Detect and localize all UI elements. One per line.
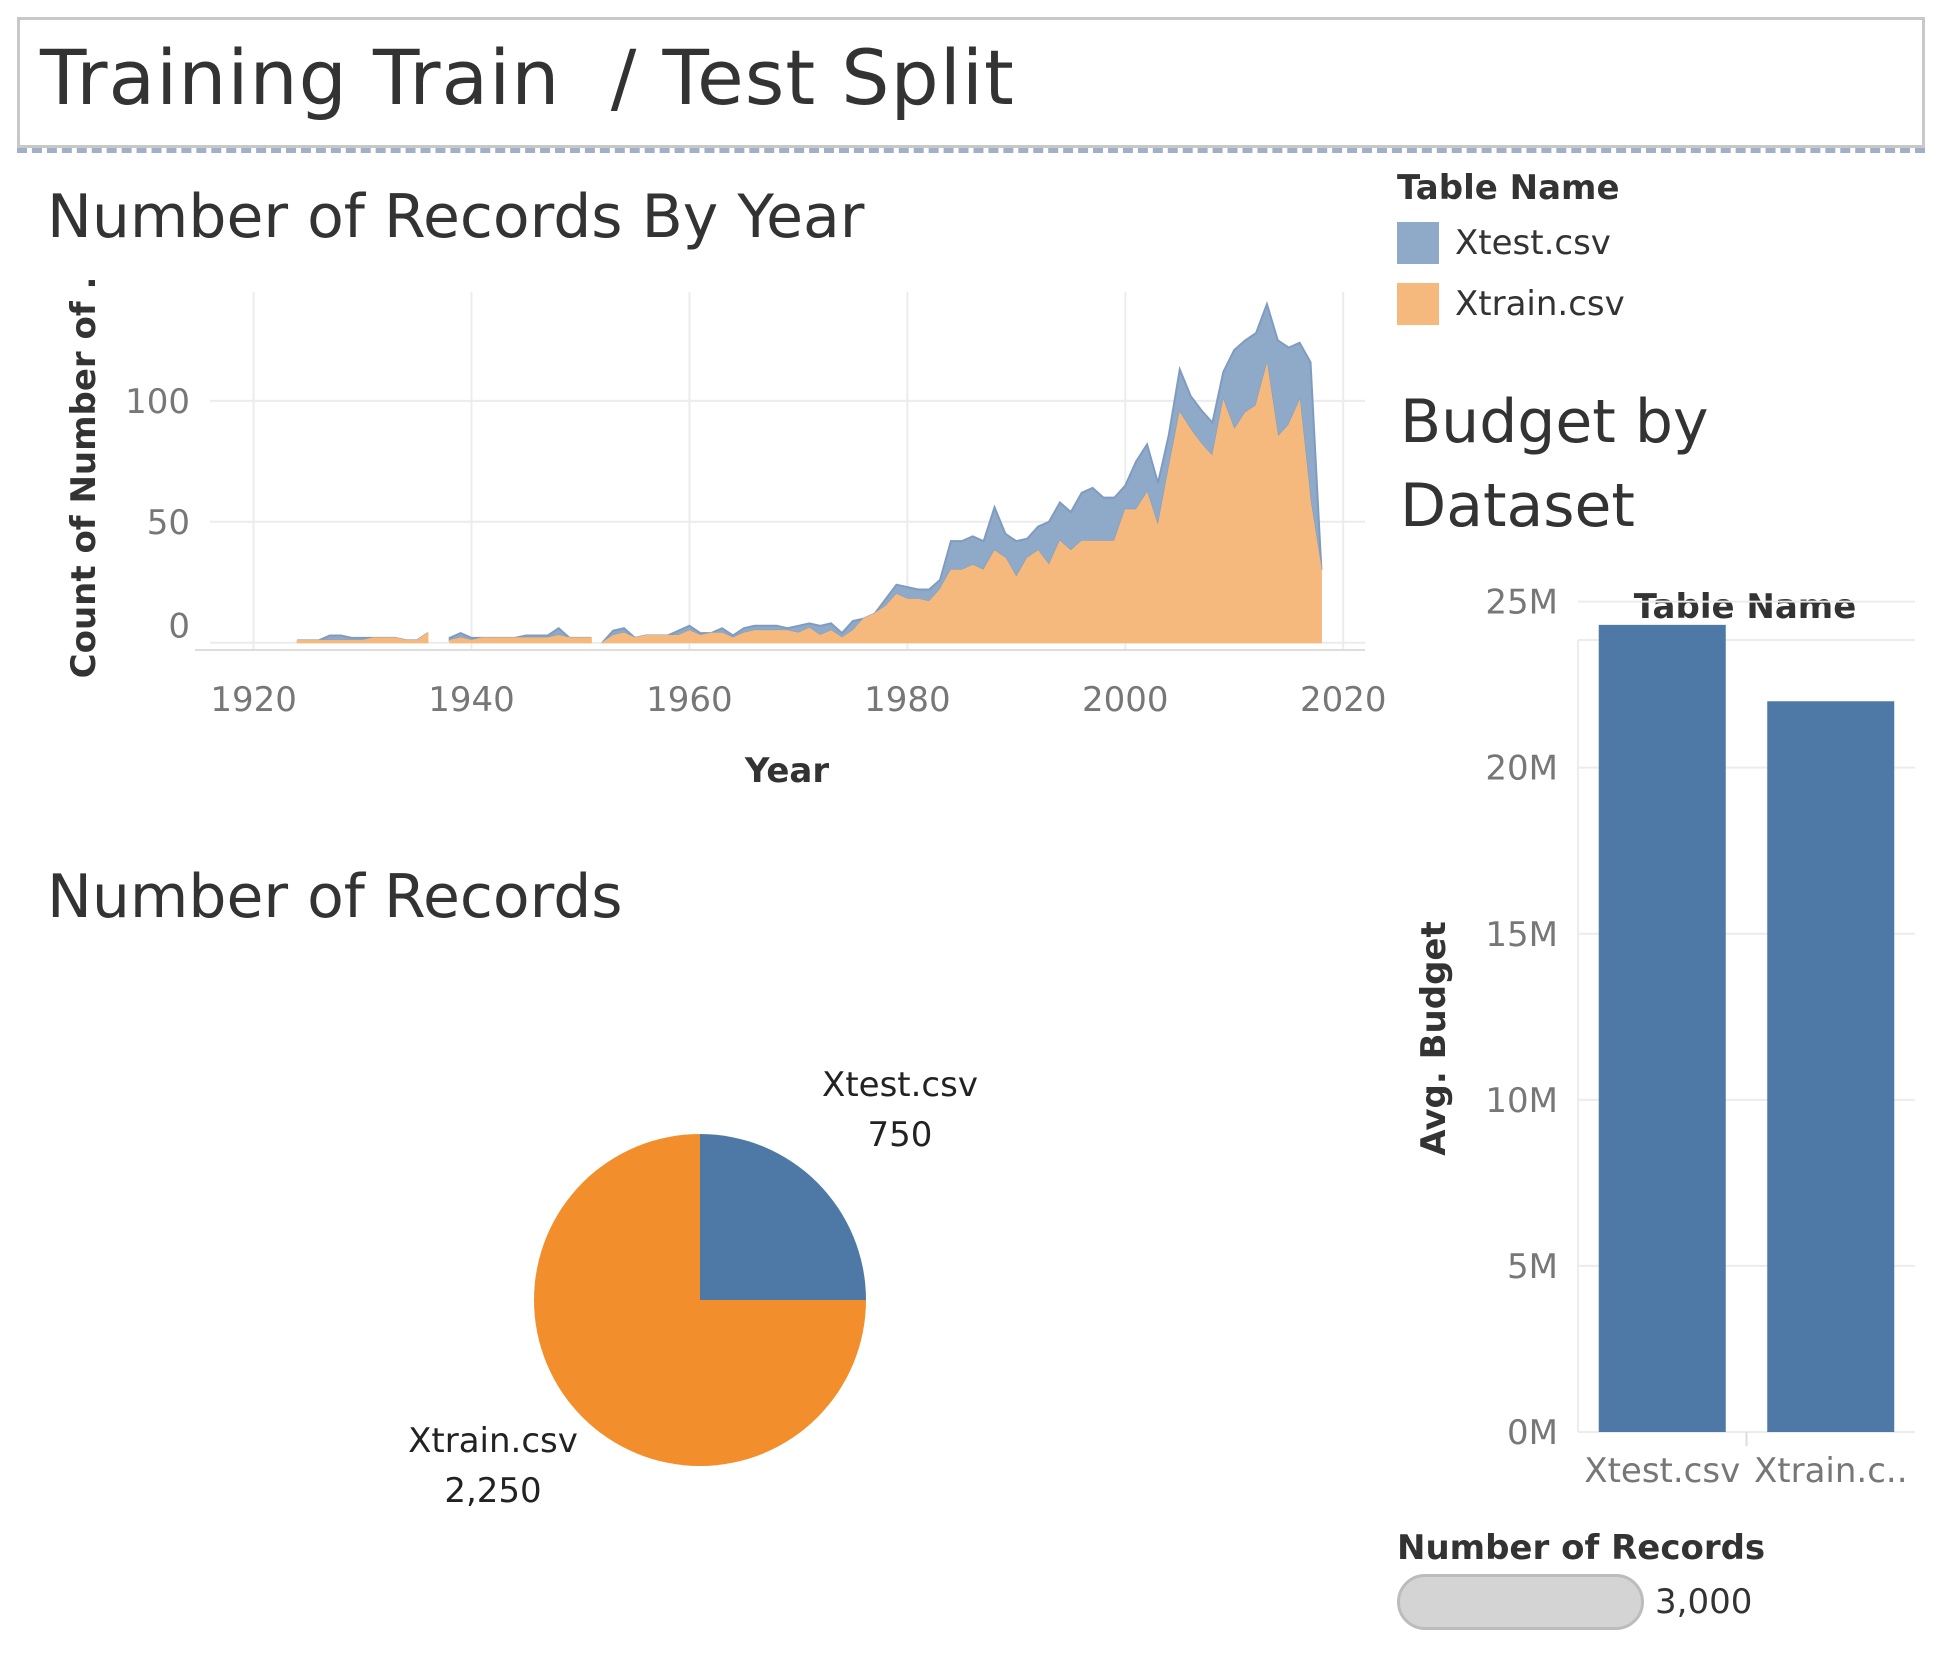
budget-by-dataset-chart: Table Name 0M 5M 10M 15M 20M 25M Xtest.csv Xtrai…: [1414, 583, 1915, 1491]
number-of-records-pie: Xtest.csv 750 Xtrain.csv 2,250: [408, 1065, 978, 1511]
bar-chart-title: Budget by Dataset: [1400, 387, 1709, 541]
x-tick-label: Xtest.csv: [1584, 1451, 1740, 1491]
y-axis-title: Avg. Budget: [1414, 921, 1454, 1155]
x-tick-label: 2020: [1300, 680, 1387, 720]
bar-header: Table Name: [1634, 587, 1857, 627]
y-tick-label: 25M: [1485, 583, 1558, 623]
pie-chart-title: Number of Records: [47, 862, 623, 932]
area-xtrain[interactable]: [449, 634, 592, 644]
pie-label-value: 2,250: [444, 1471, 541, 1511]
records-by-year-chart: 1920 1940 1960 1980 2000 2020 0 50 100 Year Count …: [64, 280, 1387, 791]
size-legend-title: Number of Records: [1397, 1528, 1766, 1568]
legend-label-xtest: Xtest.csv: [1455, 223, 1611, 263]
bar-xtrain[interactable]: [1767, 701, 1895, 1432]
x-tick-label: 1980: [864, 680, 951, 720]
y-tick-label: 0: [168, 607, 190, 647]
legend-swatch-xtrain: [1397, 283, 1439, 325]
bar-xtest[interactable]: [1598, 624, 1726, 1432]
pie-slice-xtrain[interactable]: [534, 1134, 866, 1466]
area-xtrain[interactable]: [600, 364, 1322, 644]
area-chart-title: Number of Records By Year: [47, 182, 865, 252]
legend-label-xtrain: Xtrain.csv: [1455, 284, 1625, 324]
x-tick-label: 1960: [646, 680, 733, 720]
y-tick-label: 50: [147, 503, 190, 543]
title-divider: [17, 148, 1925, 153]
y-tick-label: 100: [125, 382, 190, 422]
y-tick-label: 20M: [1485, 749, 1558, 789]
area-xtest[interactable]: [297, 632, 429, 642]
dashboard-title-box: [17, 17, 1925, 148]
legend-swatch-xtest: [1397, 222, 1439, 264]
pie-label-value: 750: [868, 1115, 933, 1155]
legend-title: Table Name: [1397, 168, 1620, 208]
x-tick-label: 2000: [1082, 680, 1169, 720]
y-tick-label: 10M: [1485, 1081, 1558, 1121]
size-legend-value: 3,000: [1655, 1582, 1753, 1622]
pie-label-name: Xtrain.csv: [408, 1421, 578, 1461]
x-axis-title: Year: [744, 751, 830, 791]
x-tick-label: 1940: [428, 680, 515, 720]
pie-label-name: Xtest.csv: [822, 1065, 978, 1105]
dashboard-title: Training Train / Test Split: [40, 33, 1015, 122]
x-tick-label: Xtrain.c..: [1754, 1451, 1908, 1491]
y-axis-title: Count of Number of ..: [64, 280, 104, 678]
x-tick-label: 1920: [210, 680, 297, 720]
size-legend-marker: [1397, 1574, 1644, 1630]
pie-slice-xtest[interactable]: [700, 1134, 866, 1300]
y-tick-label: 0M: [1507, 1413, 1558, 1453]
y-tick-label: 5M: [1507, 1247, 1558, 1287]
y-tick-label: 15M: [1485, 915, 1558, 955]
area-xtrain[interactable]: [296, 632, 429, 644]
